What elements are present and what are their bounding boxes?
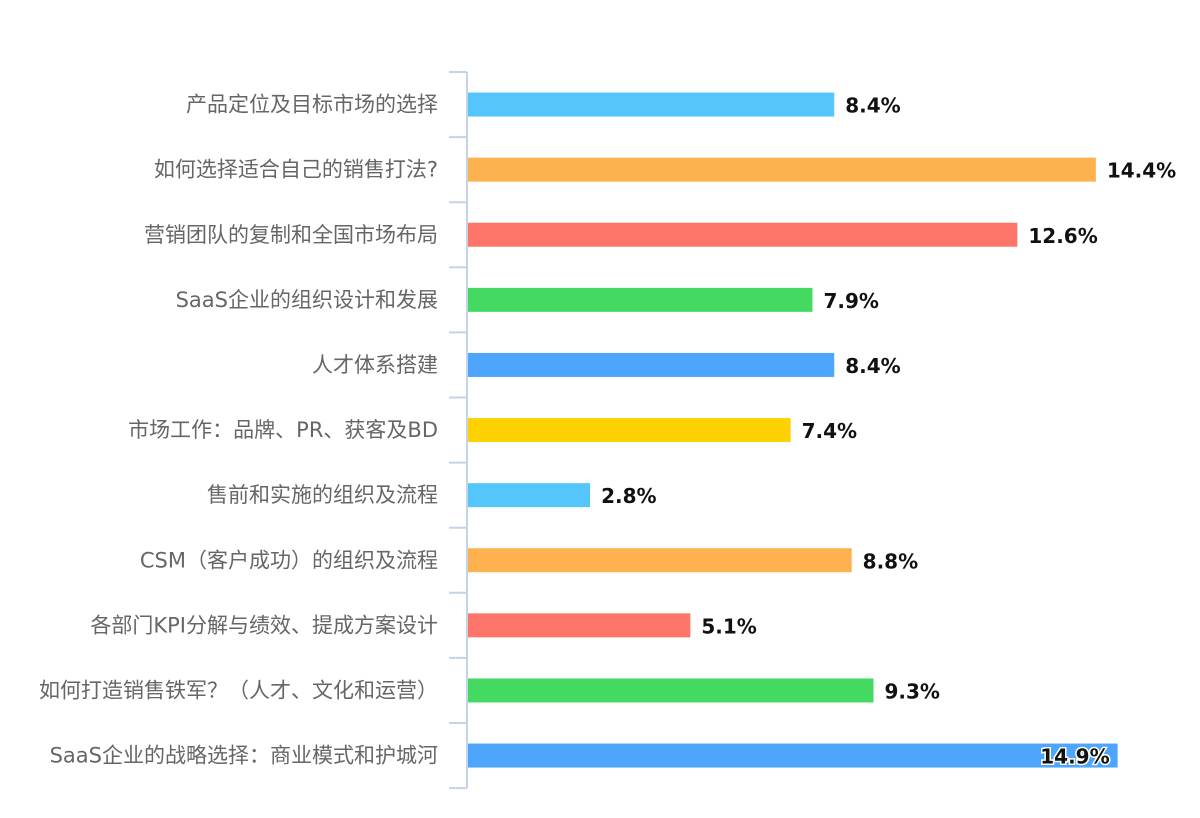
value-label: 14.4% bbox=[1107, 159, 1176, 183]
value-label: 14.9% bbox=[1040, 745, 1109, 769]
category-label: CSM（客户成功）的组织及流程 bbox=[140, 548, 438, 572]
category-label: 市场工作：品牌、PR、获客及BD bbox=[128, 418, 438, 442]
bar bbox=[468, 678, 874, 703]
category-label: 如何打造销售铁军？（人才、文化和运营） bbox=[39, 678, 438, 702]
bar bbox=[468, 287, 813, 312]
value-label: 8.8% bbox=[863, 549, 918, 573]
labels: 产品定位及目标市场的选择 8.4% 如何选择适合自己的销售打法? 14.4% 营销团队的… bbox=[39, 93, 1176, 770]
category-label: SaaS企业的战略选择：商业模式和护城河 bbox=[50, 744, 438, 768]
bars bbox=[468, 92, 1118, 768]
bar bbox=[468, 613, 691, 638]
bar bbox=[468, 222, 1018, 247]
value-label: 7.4% bbox=[802, 419, 857, 443]
value-label: 8.4% bbox=[845, 94, 900, 118]
value-label: 7.9% bbox=[823, 289, 878, 313]
value-label: 5.1% bbox=[701, 614, 756, 638]
bar bbox=[468, 352, 835, 377]
bar bbox=[468, 743, 1118, 768]
category-label: 营销团队的复制和全国市场布局 bbox=[144, 223, 438, 247]
value-label: 12.6% bbox=[1028, 224, 1097, 248]
category-label: 人才体系搭建 bbox=[312, 353, 438, 377]
value-label: 2.8% bbox=[601, 484, 656, 508]
bar bbox=[468, 157, 1096, 182]
bar bbox=[468, 548, 852, 573]
category-label: 售前和实施的组织及流程 bbox=[207, 483, 438, 507]
bar bbox=[468, 92, 835, 117]
value-label: 9.3% bbox=[884, 679, 939, 703]
category-label: 产品定位及目标市场的选择 bbox=[186, 93, 438, 117]
bar bbox=[468, 418, 791, 443]
value-label: 8.4% bbox=[845, 354, 900, 378]
category-label: 如何选择适合自己的销售打法? bbox=[154, 158, 438, 182]
bar bbox=[468, 483, 591, 508]
category-label: SaaS企业的组织设计和发展 bbox=[176, 288, 438, 312]
y-axis bbox=[449, 71, 468, 790]
category-label: 各部门KPI分解与绩效、提成方案设计 bbox=[90, 613, 438, 637]
